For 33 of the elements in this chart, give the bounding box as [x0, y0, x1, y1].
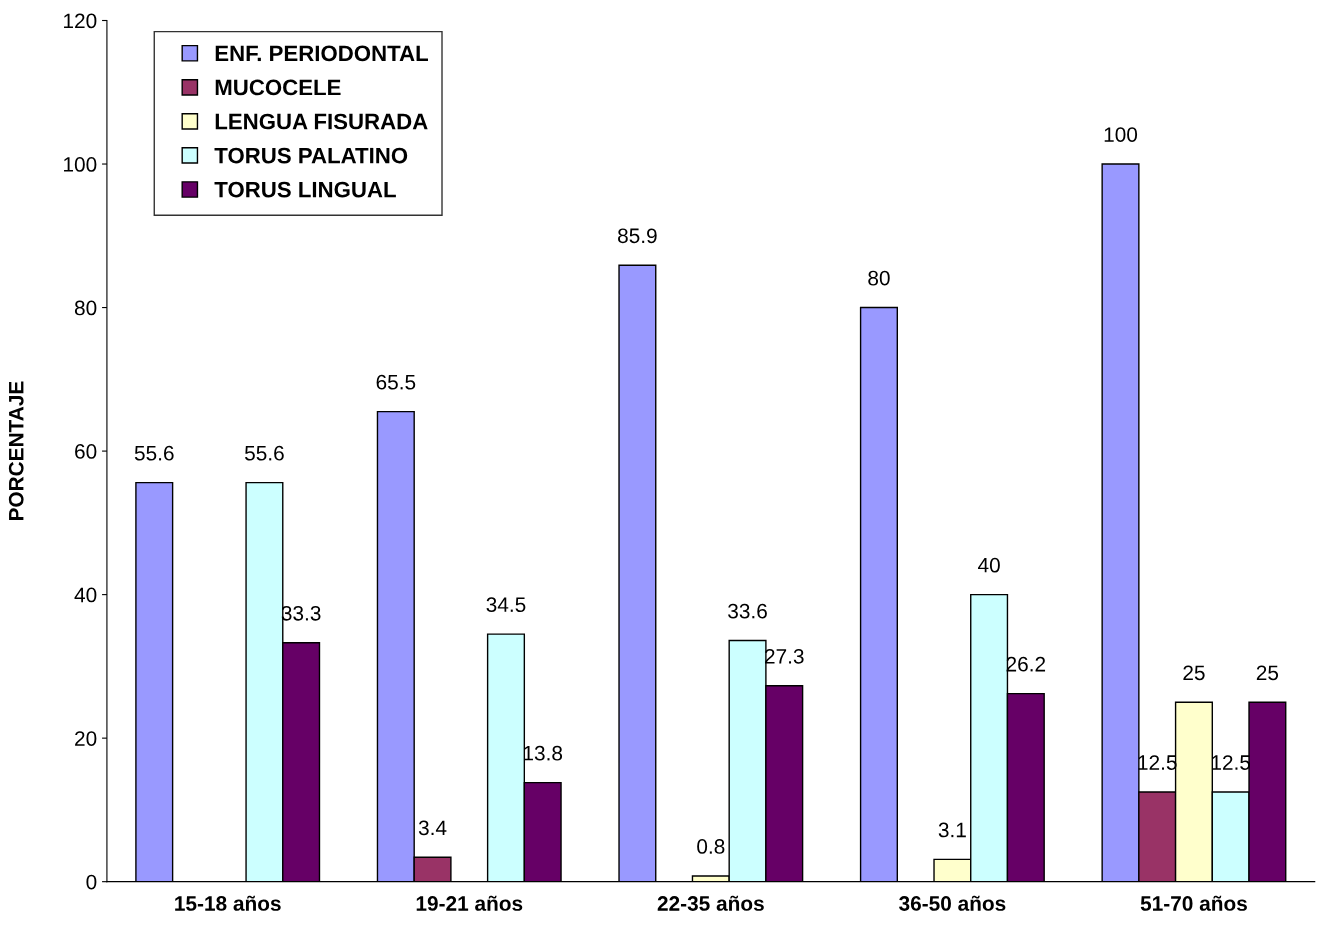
y-tick-label: 60 — [75, 444, 97, 459]
data-label: 3.4 — [418, 820, 447, 836]
data-label: 3.1 — [938, 822, 966, 838]
data-label: 25 — [1183, 665, 1205, 681]
x-tick-label: 22-35 años — [657, 895, 764, 911]
data-label: 80 — [868, 270, 890, 286]
y-axis-title: PORCENTAJE — [8, 381, 24, 521]
y-tick-label: 80 — [74, 300, 97, 316]
data-label: 85.9 — [618, 228, 657, 244]
x-tick-label: 51-70 años — [1140, 895, 1247, 911]
data-label: 65.5 — [376, 374, 416, 390]
legend-label: TORUS LINGUAL — [214, 181, 396, 198]
data-label: 13.8 — [524, 745, 563, 761]
legend-label: ENF. PERIODONTAL — [215, 45, 428, 62]
y-tick-label: 20 — [75, 731, 97, 746]
data-label: 33.6 — [728, 603, 767, 619]
data-label: 55.6 — [134, 445, 174, 461]
y-tick-label: 100 — [64, 157, 97, 172]
data-label: 100 — [1104, 127, 1138, 142]
x-tick-label: 36-50 años — [899, 895, 1006, 911]
legend-label: TORUS PALATINO — [214, 147, 408, 164]
x-tick-label: 15-18 años — [175, 895, 281, 911]
y-tick-label: 0 — [86, 874, 97, 890]
data-label: 40 — [977, 557, 1000, 573]
y-tick-label: 120 — [64, 13, 97, 29]
data-label: 0.8 — [697, 839, 725, 854]
data-label: 34.5 — [486, 597, 526, 613]
x-tick-label: 19-21 años — [416, 895, 523, 911]
data-label: 55.6 — [244, 445, 284, 461]
data-label: 25 — [1256, 665, 1279, 681]
legend-label: MUCOCELE — [215, 79, 341, 96]
y-tick-label: 40 — [74, 587, 97, 603]
legend-label: LENGUA FISURADA — [215, 113, 428, 130]
